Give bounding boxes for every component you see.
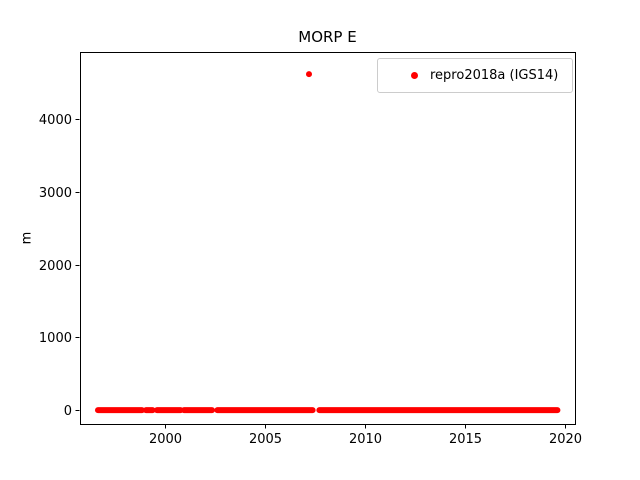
y-tick-label: 2000 [39,259,72,274]
y-tick-label: 3000 [39,186,72,201]
legend-marker-icon [411,72,418,79]
legend: repro2018a (IGS14) [377,58,573,93]
y-tick-label: 1000 [39,331,72,346]
x-tick-label: 2000 [149,432,182,447]
chart-title: MORP E [298,28,357,46]
axes-spines [80,52,576,425]
legend-series-label: repro2018a (IGS14) [430,68,559,83]
y-tick-label: 4000 [39,113,72,128]
x-tick-label: 2020 [549,432,582,447]
x-tick-label: 2015 [449,432,482,447]
x-tick-label: 2005 [249,432,282,447]
scatter-outlier-point [306,71,312,78]
x-tick-label: 2010 [349,432,382,447]
y-tick-label: 0 [64,404,72,419]
